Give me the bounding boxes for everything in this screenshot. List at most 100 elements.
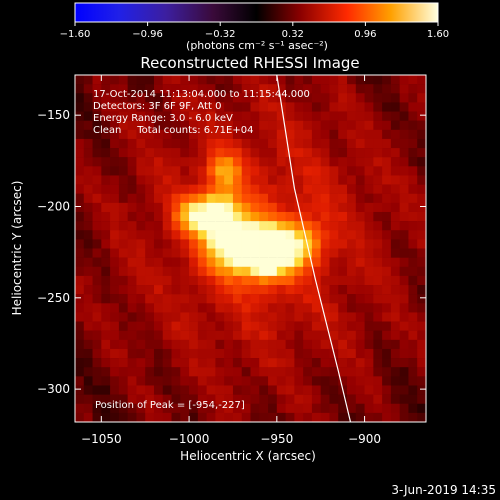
heatmap-cell: [189, 184, 199, 194]
heatmap-cell: [101, 330, 111, 341]
heatmap-cell: [180, 412, 190, 422]
heatmap-cell: [364, 321, 374, 331]
heatmap-cell: [136, 193, 146, 204]
heatmap-cell: [224, 202, 234, 213]
heatmap-cell: [232, 275, 243, 286]
heatmap-cell: [92, 321, 102, 331]
heatmap-cell: [347, 193, 357, 204]
heatmap-cell: [408, 84, 418, 94]
heatmap-cell: [250, 394, 260, 404]
heatmap-cell: [189, 221, 199, 231]
heatmap-cell: [347, 93, 357, 103]
heatmap-cell: [118, 376, 129, 386]
heatmap-cell: [206, 102, 217, 112]
heatmap-cell: [224, 148, 234, 158]
heatmap-cell: [364, 275, 374, 286]
heatmap-cell: [417, 239, 426, 249]
heatmap-cell: [215, 412, 225, 422]
heatmap-cell: [145, 376, 155, 386]
heatmap-cell: [373, 339, 383, 350]
heatmap-cell: [101, 184, 111, 194]
annotation-time-range: 17-Oct-2014 11:13:04.000 to 11:15:44.000: [93, 89, 310, 100]
heatmap-cell: [110, 193, 120, 204]
heatmap-cell: [118, 266, 129, 277]
heatmap-cell: [224, 157, 234, 167]
heatmap-cell: [382, 184, 392, 194]
heatmap-cell: [311, 385, 322, 395]
heatmap-cell: [399, 394, 410, 404]
heatmap-cell: [118, 221, 129, 231]
heatmap-cell: [347, 129, 357, 140]
heatmap-cell: [390, 330, 401, 341]
heatmap-cell: [171, 339, 181, 350]
heatmap-cell: [285, 358, 295, 368]
heatmap-cell: [390, 120, 401, 131]
heatmap-cell: [408, 166, 418, 176]
heatmap-cell: [355, 157, 366, 167]
heatmap-cell: [417, 403, 426, 414]
heatmap-cell: [215, 93, 225, 103]
heatmap-cell: [110, 120, 120, 131]
heatmap-cell: [180, 148, 190, 158]
heatmap-cell: [355, 294, 366, 304]
heatmap-cell: [373, 330, 383, 341]
heatmap-cell: [303, 211, 313, 222]
heatmap-cell: [136, 202, 146, 213]
heatmap-cell: [347, 385, 357, 395]
colorbar-tick-label: 0.96: [354, 29, 376, 40]
heatmap-cell: [136, 285, 146, 295]
heatmap-cell: [110, 358, 120, 368]
heatmap-cell: [347, 166, 357, 176]
heatmap-cell: [338, 148, 348, 158]
heatmap-cell: [215, 211, 225, 222]
heatmap-cell: [118, 394, 129, 404]
heatmap-cell: [311, 193, 322, 204]
heatmap-cell: [268, 303, 278, 313]
heatmap-cell: [162, 129, 173, 140]
heatmap-cell: [347, 266, 357, 277]
heatmap-cell: [118, 75, 129, 85]
heatmap-cell: [355, 312, 366, 322]
heatmap-cell: [171, 385, 181, 395]
heatmap-cell: [320, 339, 331, 350]
heatmap-cell: [285, 120, 295, 131]
heatmap-cell: [118, 312, 129, 322]
heatmap-cell: [347, 358, 357, 368]
heatmap-cell: [224, 84, 234, 94]
heatmap-cell: [329, 175, 339, 185]
heatmap-cell: [329, 294, 339, 304]
heatmap-cell: [162, 412, 173, 422]
heatmap-cell: [250, 211, 260, 222]
heatmap-cell: [276, 385, 287, 395]
heatmap-cell: [408, 385, 418, 395]
heatmap-cell: [189, 120, 199, 131]
heatmap-cell: [303, 321, 313, 331]
heatmap-cell: [399, 84, 410, 94]
heatmap-cell: [355, 385, 366, 395]
heatmap-cell: [180, 285, 190, 295]
heatmap-cell: [382, 294, 392, 304]
heatmap-cell: [373, 111, 383, 121]
heatmap-cell: [171, 275, 181, 286]
heatmap-cell: [180, 385, 190, 395]
heatmap-cell: [127, 339, 138, 350]
heatmap-cell: [250, 193, 260, 204]
heatmap-cell: [75, 193, 85, 204]
heatmap-cell: [417, 285, 426, 295]
heatmap-cell: [276, 348, 287, 359]
heatmap-cell: [285, 138, 295, 149]
heatmap-cell: [75, 367, 85, 377]
heatmap-cell: [259, 294, 269, 304]
heatmap-cell: [171, 120, 181, 131]
heatmap-cell: [250, 376, 260, 386]
heatmap-cell: [259, 75, 269, 85]
heatmap-cell: [338, 376, 348, 386]
heatmap-cell: [189, 84, 199, 94]
heatmap-cell: [153, 257, 164, 268]
heatmap-cell: [206, 239, 217, 249]
heatmap-cell: [408, 111, 418, 121]
heatmap-cell: [92, 166, 102, 176]
heatmap-cell: [320, 412, 331, 422]
heatmap-cell: [232, 285, 243, 295]
